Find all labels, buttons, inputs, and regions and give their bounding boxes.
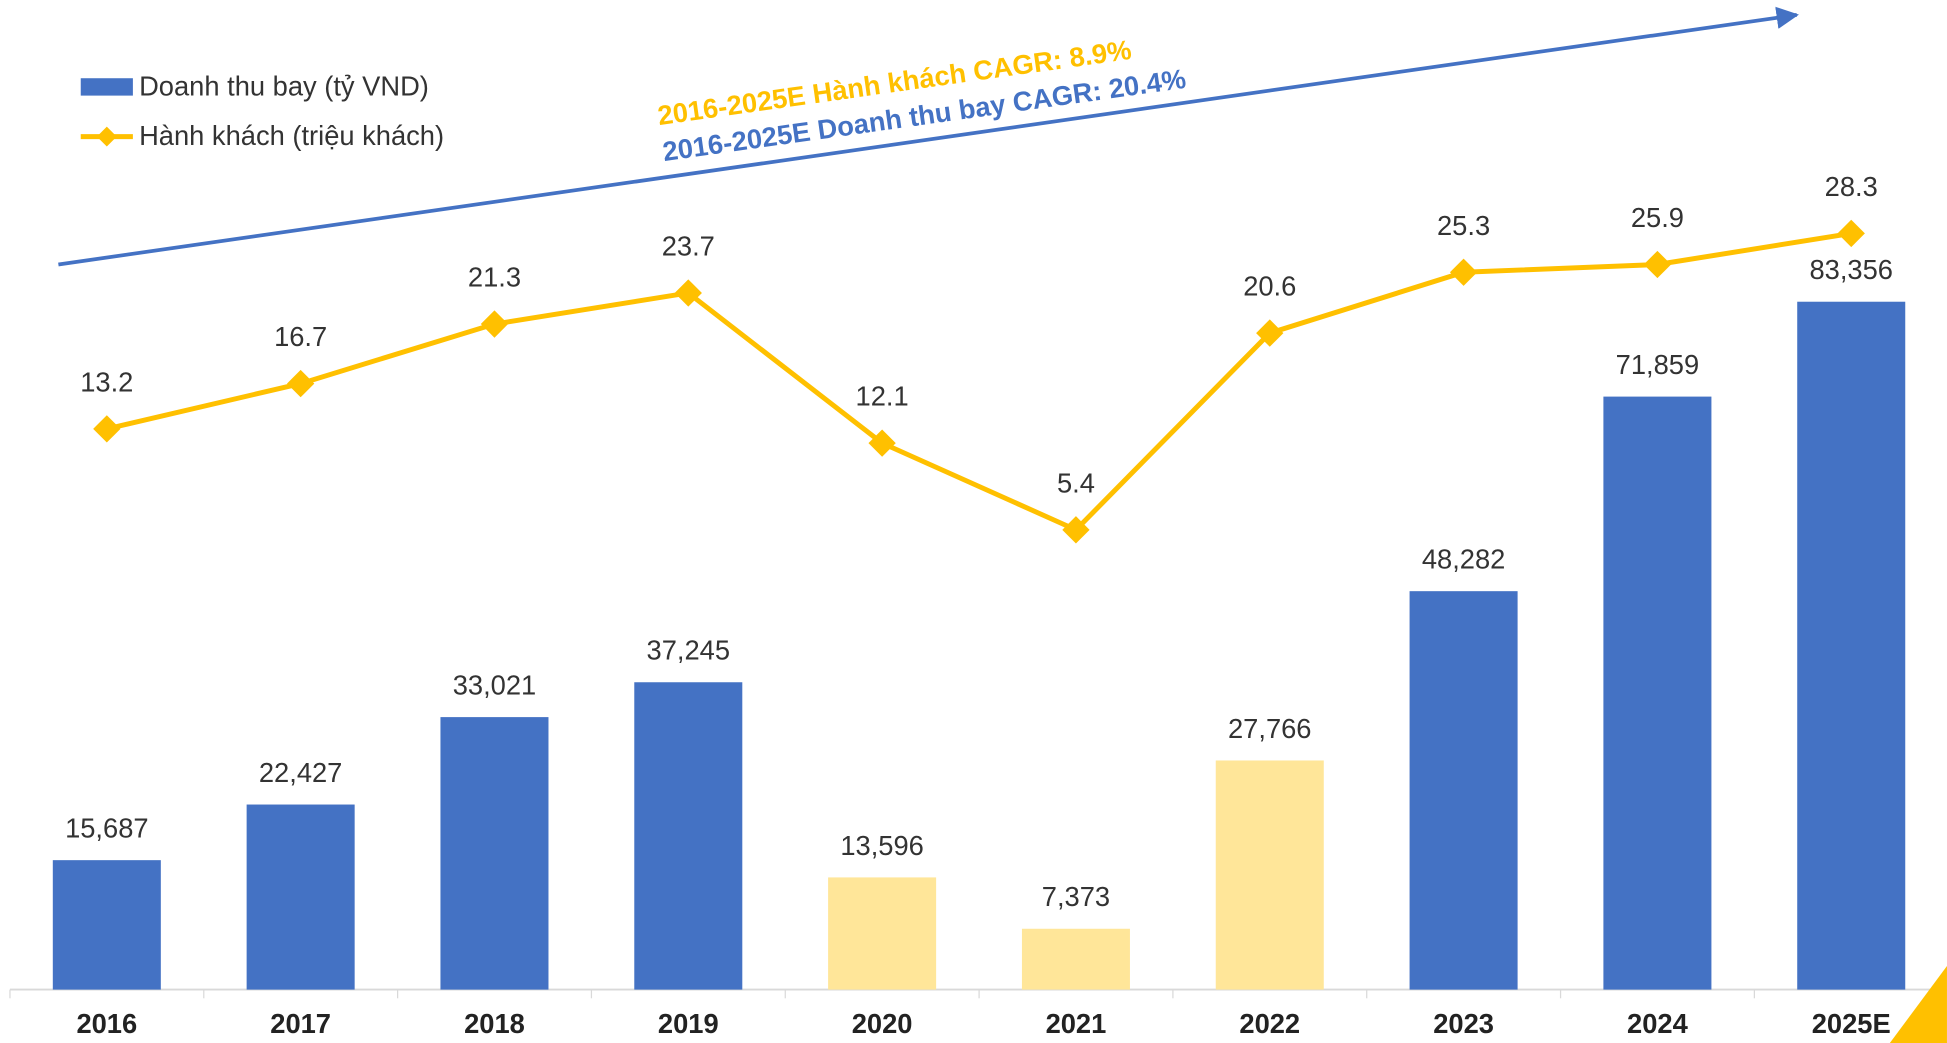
legend-swatch <box>80 78 133 96</box>
legend-label: Hành khách (triệu khách) <box>139 120 444 151</box>
corner-decoration <box>1889 966 1947 1043</box>
line-marker <box>1062 516 1090 544</box>
line-marker <box>93 415 121 443</box>
x-tick-label: 2016 <box>76 1008 137 1039</box>
bar-value-label: 33,021 <box>453 670 537 701</box>
line-marker <box>480 310 509 338</box>
line-value-label: 28.3 <box>1825 171 1878 202</box>
x-tick-label: 2024 <box>1627 1008 1689 1039</box>
bar <box>1603 396 1712 990</box>
line-value-label: 23.7 <box>662 230 715 261</box>
x-tick-label: 2020 <box>852 1008 913 1039</box>
legend-swatch <box>96 126 117 147</box>
line-value-label: 25.9 <box>1631 202 1684 233</box>
x-tick-label: 2018 <box>464 1008 525 1039</box>
x-tick-label: 2017 <box>270 1008 331 1039</box>
trend-arrow <box>58 6 1799 267</box>
line <box>106 230 1852 533</box>
legend-label: Doanh thu bay (tỷ VND) <box>139 70 429 101</box>
bar <box>246 804 355 990</box>
line-marker <box>286 369 315 398</box>
line-value-label: 25.3 <box>1437 210 1490 241</box>
bar <box>1215 760 1324 990</box>
x-tick-label: 2021 <box>1046 1008 1107 1039</box>
bar-value-label: 13,596 <box>840 830 923 861</box>
line-marker <box>1837 219 1865 248</box>
bar-value-label: 7,373 <box>1042 881 1110 912</box>
line-marker <box>1643 250 1672 279</box>
x-tick-label: 2023 <box>1433 1008 1494 1039</box>
bar-value-label: 27,766 <box>1228 713 1312 744</box>
bar <box>1409 591 1518 990</box>
bar-value-label: 48,282 <box>1422 544 1505 575</box>
bar <box>1021 928 1130 990</box>
x-tick-label: 2022 <box>1239 1008 1300 1039</box>
bar-value-label: 71,859 <box>1616 349 1700 380</box>
x-tick-label: 2019 <box>658 1008 719 1039</box>
line-marker <box>1449 258 1478 286</box>
bar-value-label: 37,245 <box>647 635 731 666</box>
bar-value-label: 83,356 <box>1809 254 1892 285</box>
line-value-label: 20.6 <box>1243 271 1296 302</box>
line-value-label: 16.7 <box>274 321 327 352</box>
bar <box>1797 301 1906 990</box>
bar-value-label: 15,687 <box>65 813 149 844</box>
bar <box>634 682 743 990</box>
line-value-label: 21.3 <box>468 262 521 293</box>
line-value-label: 12.1 <box>856 381 909 412</box>
bar <box>52 860 161 990</box>
x-tick-label: 2025E <box>1812 1008 1891 1039</box>
line-value-label: 13.2 <box>80 366 133 397</box>
bar <box>440 717 549 990</box>
line-marker <box>868 429 896 457</box>
bar-value-label: 22,427 <box>259 757 343 788</box>
bar <box>828 877 937 990</box>
line-value-label: 5.4 <box>1057 467 1095 498</box>
